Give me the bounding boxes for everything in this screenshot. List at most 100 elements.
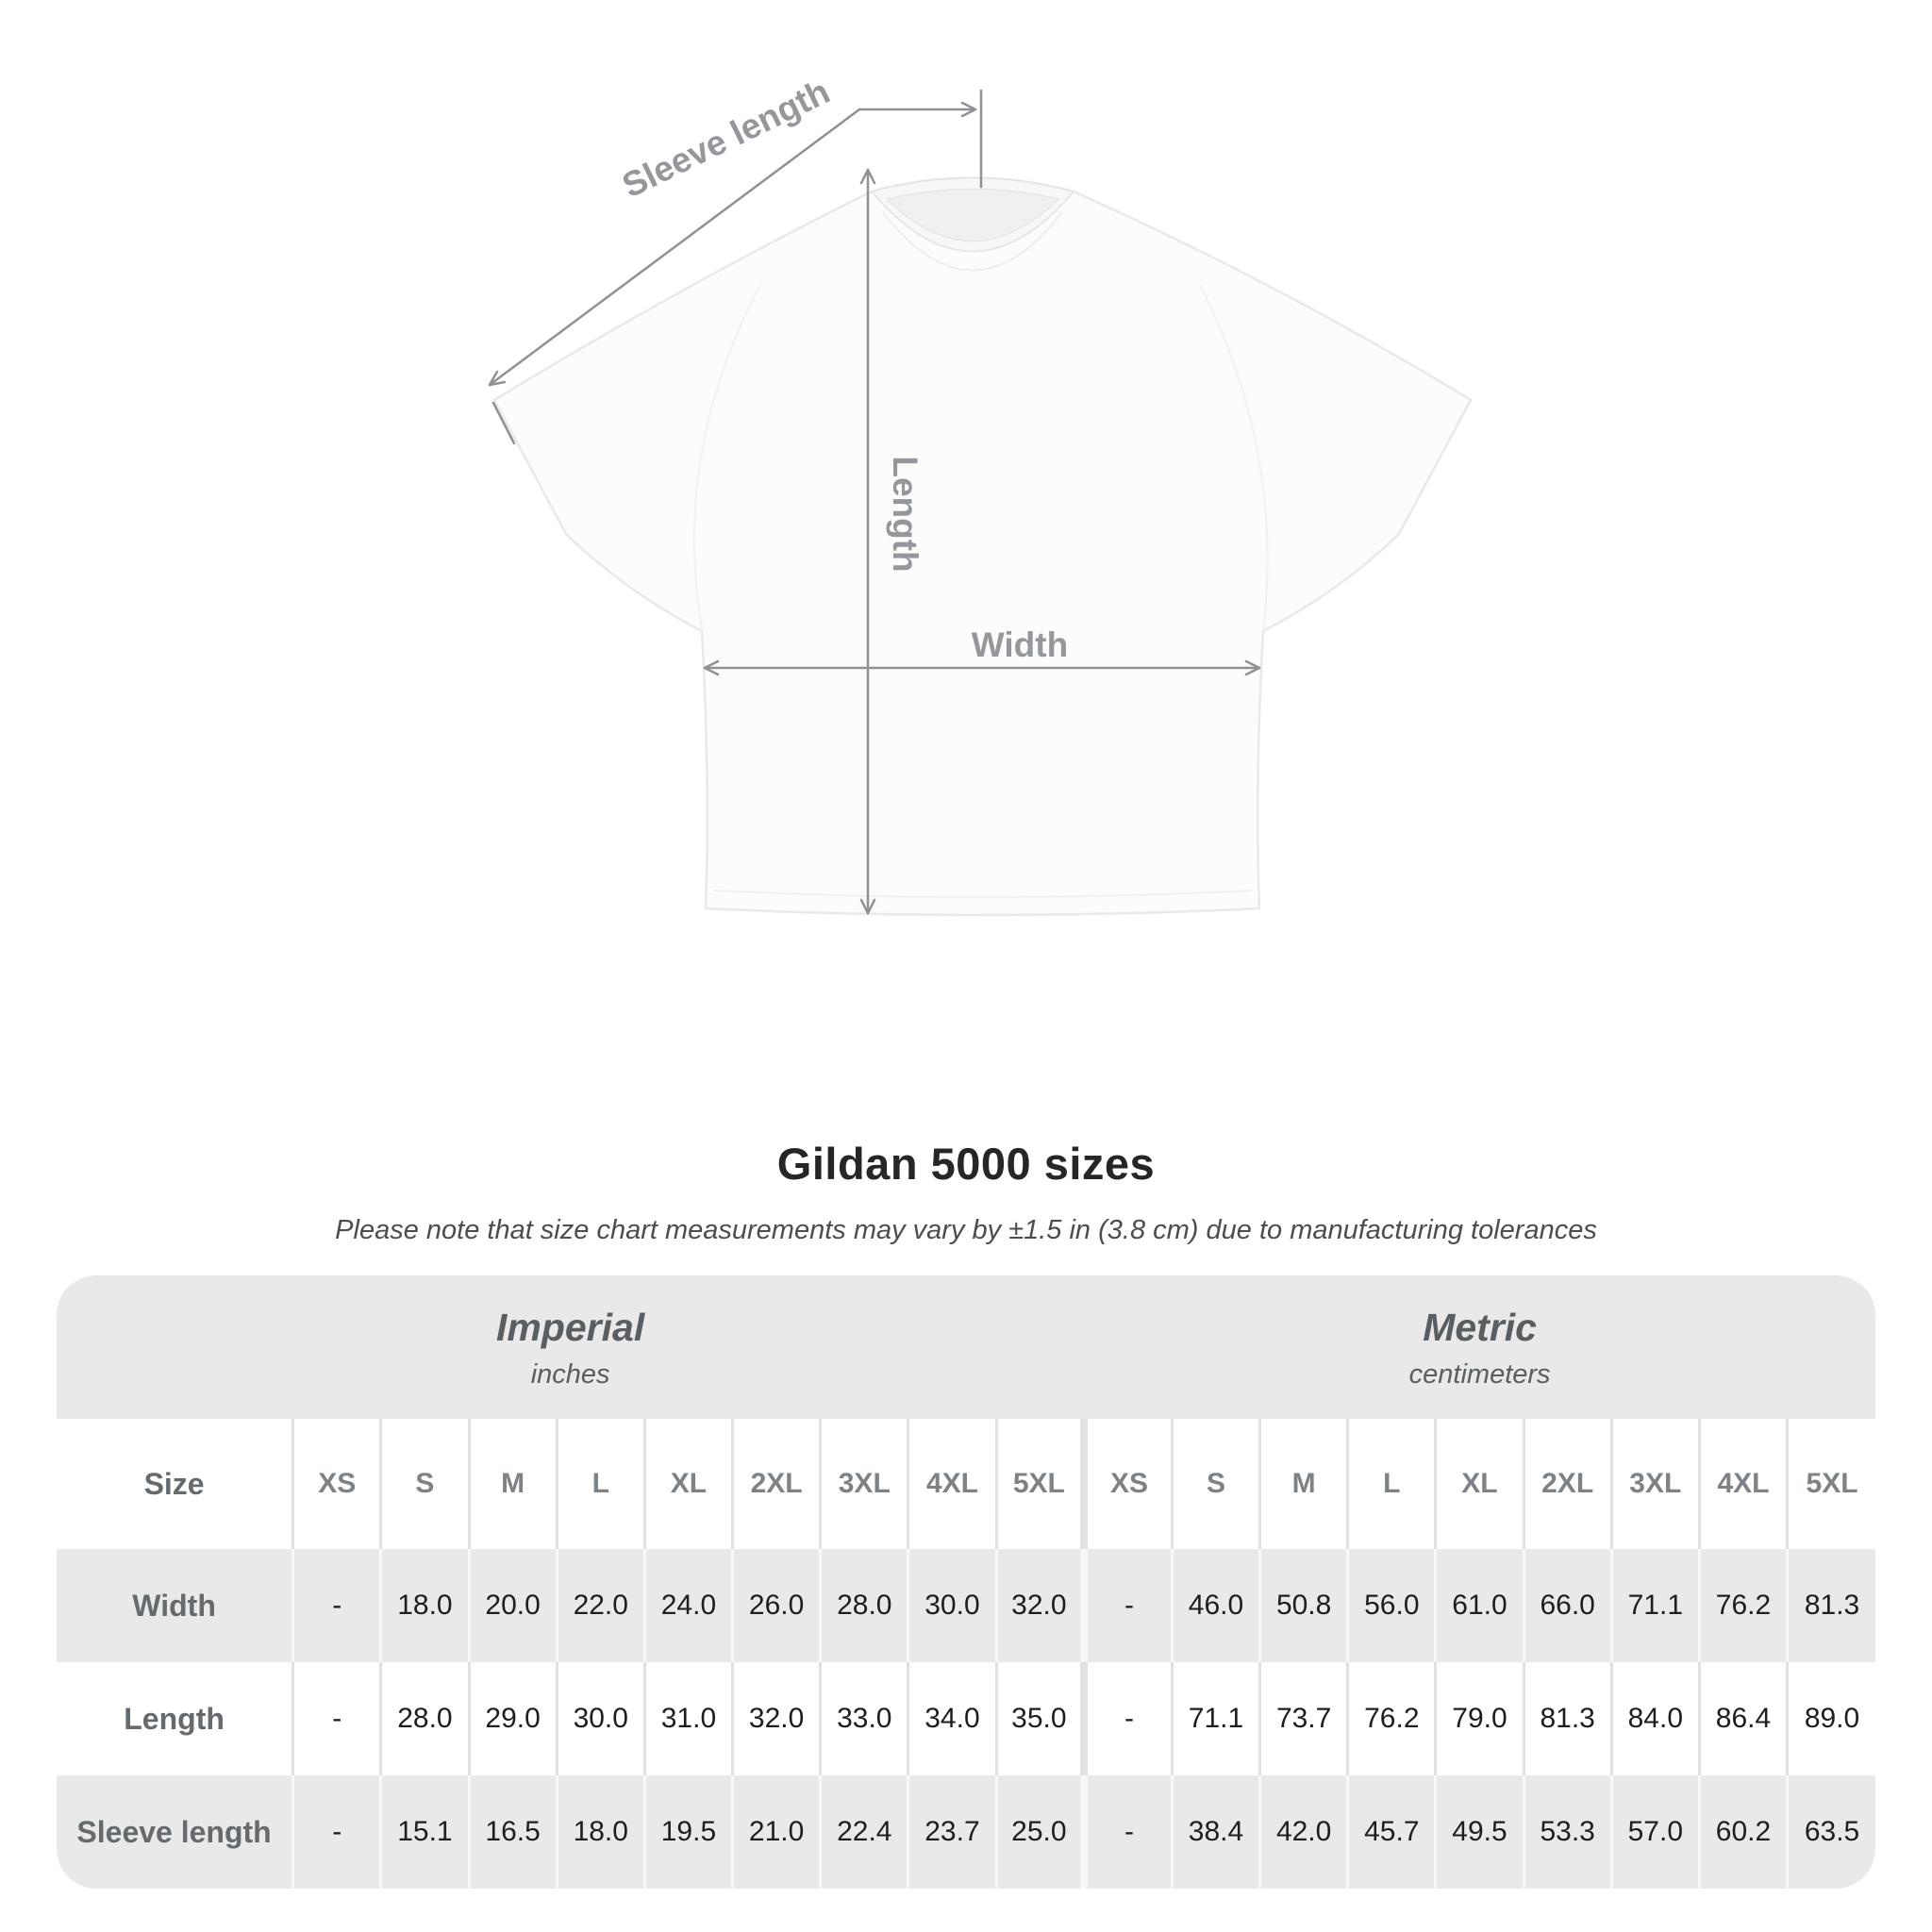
size-col-header-metric-2xl: 2XL <box>1522 1419 1612 1549</box>
row-label: Sleeve length <box>76 1814 272 1849</box>
value-cell-metric-s: 38.4 <box>1170 1775 1260 1889</box>
value-cell-metric-3xl: 71.1 <box>1609 1549 1700 1662</box>
value-cell-imperial-xl: 24.0 <box>642 1549 733 1662</box>
value-cell-metric-xs: - <box>1080 1662 1173 1775</box>
value-cell-imperial-xs: - <box>291 1775 381 1889</box>
size-col-header-imperial-2xl: 2XL <box>731 1419 821 1549</box>
value-cell-imperial-xs: - <box>291 1662 381 1775</box>
value-cell-metric-4xl: 60.2 <box>1697 1775 1788 1889</box>
value-cell-imperial-2xl: 32.0 <box>731 1662 821 1775</box>
value-cell-imperial-l: 22.0 <box>555 1549 645 1662</box>
value-cell-imperial-m: 20.0 <box>467 1549 558 1662</box>
value-cell-metric-m: 50.8 <box>1258 1549 1348 1662</box>
size-col-header-metric-4xl: 4XL <box>1697 1419 1788 1549</box>
value-cell-metric-l: 56.0 <box>1346 1549 1436 1662</box>
size-col-header-metric-5xl: 5XL <box>1786 1419 1875 1549</box>
value-cell-metric-xl: 49.5 <box>1434 1775 1524 1889</box>
size-col-header-imperial-xl: XL <box>642 1419 733 1549</box>
value-cell-metric-5xl: 63.5 <box>1786 1775 1875 1889</box>
size-col-header-imperial-5xl: 5XL <box>994 1419 1085 1549</box>
value-cell-metric-2xl: 53.3 <box>1522 1775 1612 1889</box>
value-cell-imperial-3xl: 22.4 <box>819 1775 908 1889</box>
value-cell-metric-m: 42.0 <box>1258 1775 1348 1889</box>
length-diagram-label: Length <box>886 456 924 572</box>
value-cell-metric-s: 71.1 <box>1170 1662 1260 1775</box>
size-col-header-imperial-l: L <box>555 1419 645 1549</box>
value-cell-imperial-m: 16.5 <box>467 1775 558 1889</box>
left-sleeve-seam <box>692 284 761 629</box>
size-col-header-metric-xs: XS <box>1080 1419 1173 1549</box>
value-cell-imperial-5xl: 35.0 <box>994 1662 1085 1775</box>
value-cell-imperial-2xl: 21.0 <box>731 1775 821 1889</box>
size-col-header-metric-m: M <box>1258 1419 1348 1549</box>
table-row-sleeve-length: Sleeve length -15.1 16.5 18.0 19.5 21.0 22.4 23… <box>57 1775 1875 1889</box>
size-header-row: Size XS S M L XL 2XL 3XL 4XL 5XL XS S M L XL 2XL 3XL 4XL… <box>57 1419 1875 1549</box>
metric-unit-label: centimeters <box>1408 1359 1551 1391</box>
value-cell-metric-xl: 79.0 <box>1434 1662 1524 1775</box>
value-cell-imperial-s: 15.1 <box>379 1775 469 1889</box>
value-cell-imperial-l: 18.0 <box>555 1775 645 1889</box>
hem-seam <box>712 890 1253 898</box>
size-col-header-imperial-s: S <box>379 1419 469 1549</box>
value-cell-metric-m: 73.7 <box>1258 1662 1348 1775</box>
row-label: Width <box>132 1588 216 1623</box>
value-cell-imperial-s: 28.0 <box>379 1662 469 1775</box>
collar-inner <box>885 188 1060 242</box>
value-cell-imperial-s: 18.0 <box>379 1549 469 1662</box>
value-cell-metric-xs: - <box>1080 1549 1173 1662</box>
tolerance-note: Please note that size chart measurements… <box>335 1215 1597 1245</box>
value-cell-imperial-4xl: 34.0 <box>907 1662 997 1775</box>
size-col-header-imperial-xs: XS <box>291 1419 381 1549</box>
width-diagram-label: Width <box>972 625 1068 664</box>
unit-band-row: Imperial inches Metric centimeters <box>57 1275 1875 1419</box>
sleeve-length-arrow <box>488 89 983 445</box>
value-cell-metric-s: 46.0 <box>1170 1549 1260 1662</box>
row-label: Length <box>124 1701 225 1736</box>
size-col-header-metric-xl: XL <box>1434 1419 1524 1549</box>
collar-seam <box>882 211 1063 272</box>
value-cell-metric-l: 45.7 <box>1346 1775 1436 1889</box>
value-cell-metric-xs: - <box>1080 1775 1173 1889</box>
tshirt-diagram: Sleeve length Length Width <box>488 72 1473 917</box>
value-cell-imperial-5xl: 32.0 <box>994 1549 1085 1662</box>
value-cell-metric-xl: 61.0 <box>1434 1549 1524 1662</box>
size-col-header-metric-s: S <box>1170 1419 1260 1549</box>
value-cell-imperial-5xl: 25.0 <box>994 1775 1085 1889</box>
value-cell-imperial-xl: 31.0 <box>642 1662 733 1775</box>
value-cell-metric-3xl: 57.0 <box>1609 1775 1700 1889</box>
value-cell-imperial-l: 30.0 <box>555 1662 645 1775</box>
size-col-header-metric-l: L <box>1346 1419 1436 1549</box>
table-row-length: Length -28.0 29.0 30.0 31.0 32.0 33.0 34.0 35.0-… <box>57 1662 1875 1775</box>
imperial-band: Imperial inches <box>57 1275 1085 1419</box>
imperial-unit-label: inches <box>530 1359 610 1391</box>
width-arrow <box>703 659 1261 676</box>
value-cell-metric-5xl: 81.3 <box>1786 1549 1875 1662</box>
value-cell-metric-4xl: 76.2 <box>1697 1549 1788 1662</box>
value-cell-imperial-3xl: 28.0 <box>819 1549 908 1662</box>
sleeve-length-diagram-label: Sleeve length <box>616 72 835 205</box>
size-header-label: Size <box>143 1466 205 1501</box>
metric-label: Metric <box>1423 1305 1537 1349</box>
metric-band: Metric centimeters <box>1084 1275 1875 1419</box>
imperial-label: Imperial <box>495 1305 645 1349</box>
value-cell-imperial-4xl: 30.0 <box>907 1549 997 1662</box>
length-arrow <box>859 168 876 915</box>
table-row-width: Width -18.0 20.0 22.0 24.0 26.0 28.0 30.0 32.0-4… <box>57 1549 1875 1662</box>
size-col-header-metric-3xl: 3XL <box>1609 1419 1700 1549</box>
value-cell-metric-3xl: 84.0 <box>1609 1662 1700 1775</box>
tshirt-graphic <box>492 176 1473 917</box>
measurement-arrows <box>488 89 1261 915</box>
value-cell-imperial-2xl: 26.0 <box>731 1549 821 1662</box>
value-cell-imperial-xl: 19.5 <box>642 1775 733 1889</box>
value-cell-metric-l: 76.2 <box>1346 1662 1436 1775</box>
size-table: Imperial inches Metric centimeters Size … <box>57 1275 1875 1889</box>
value-cell-metric-5xl: 89.0 <box>1786 1662 1875 1775</box>
right-sleeve-seam <box>1199 284 1269 632</box>
size-col-header-imperial-3xl: 3XL <box>819 1419 908 1549</box>
value-cell-imperial-xs: - <box>291 1549 381 1662</box>
value-cell-metric-4xl: 86.4 <box>1697 1662 1788 1775</box>
tshirt-outline <box>492 176 1473 917</box>
size-col-header-imperial-m: M <box>467 1419 558 1549</box>
value-cell-metric-2xl: 66.0 <box>1522 1549 1612 1662</box>
